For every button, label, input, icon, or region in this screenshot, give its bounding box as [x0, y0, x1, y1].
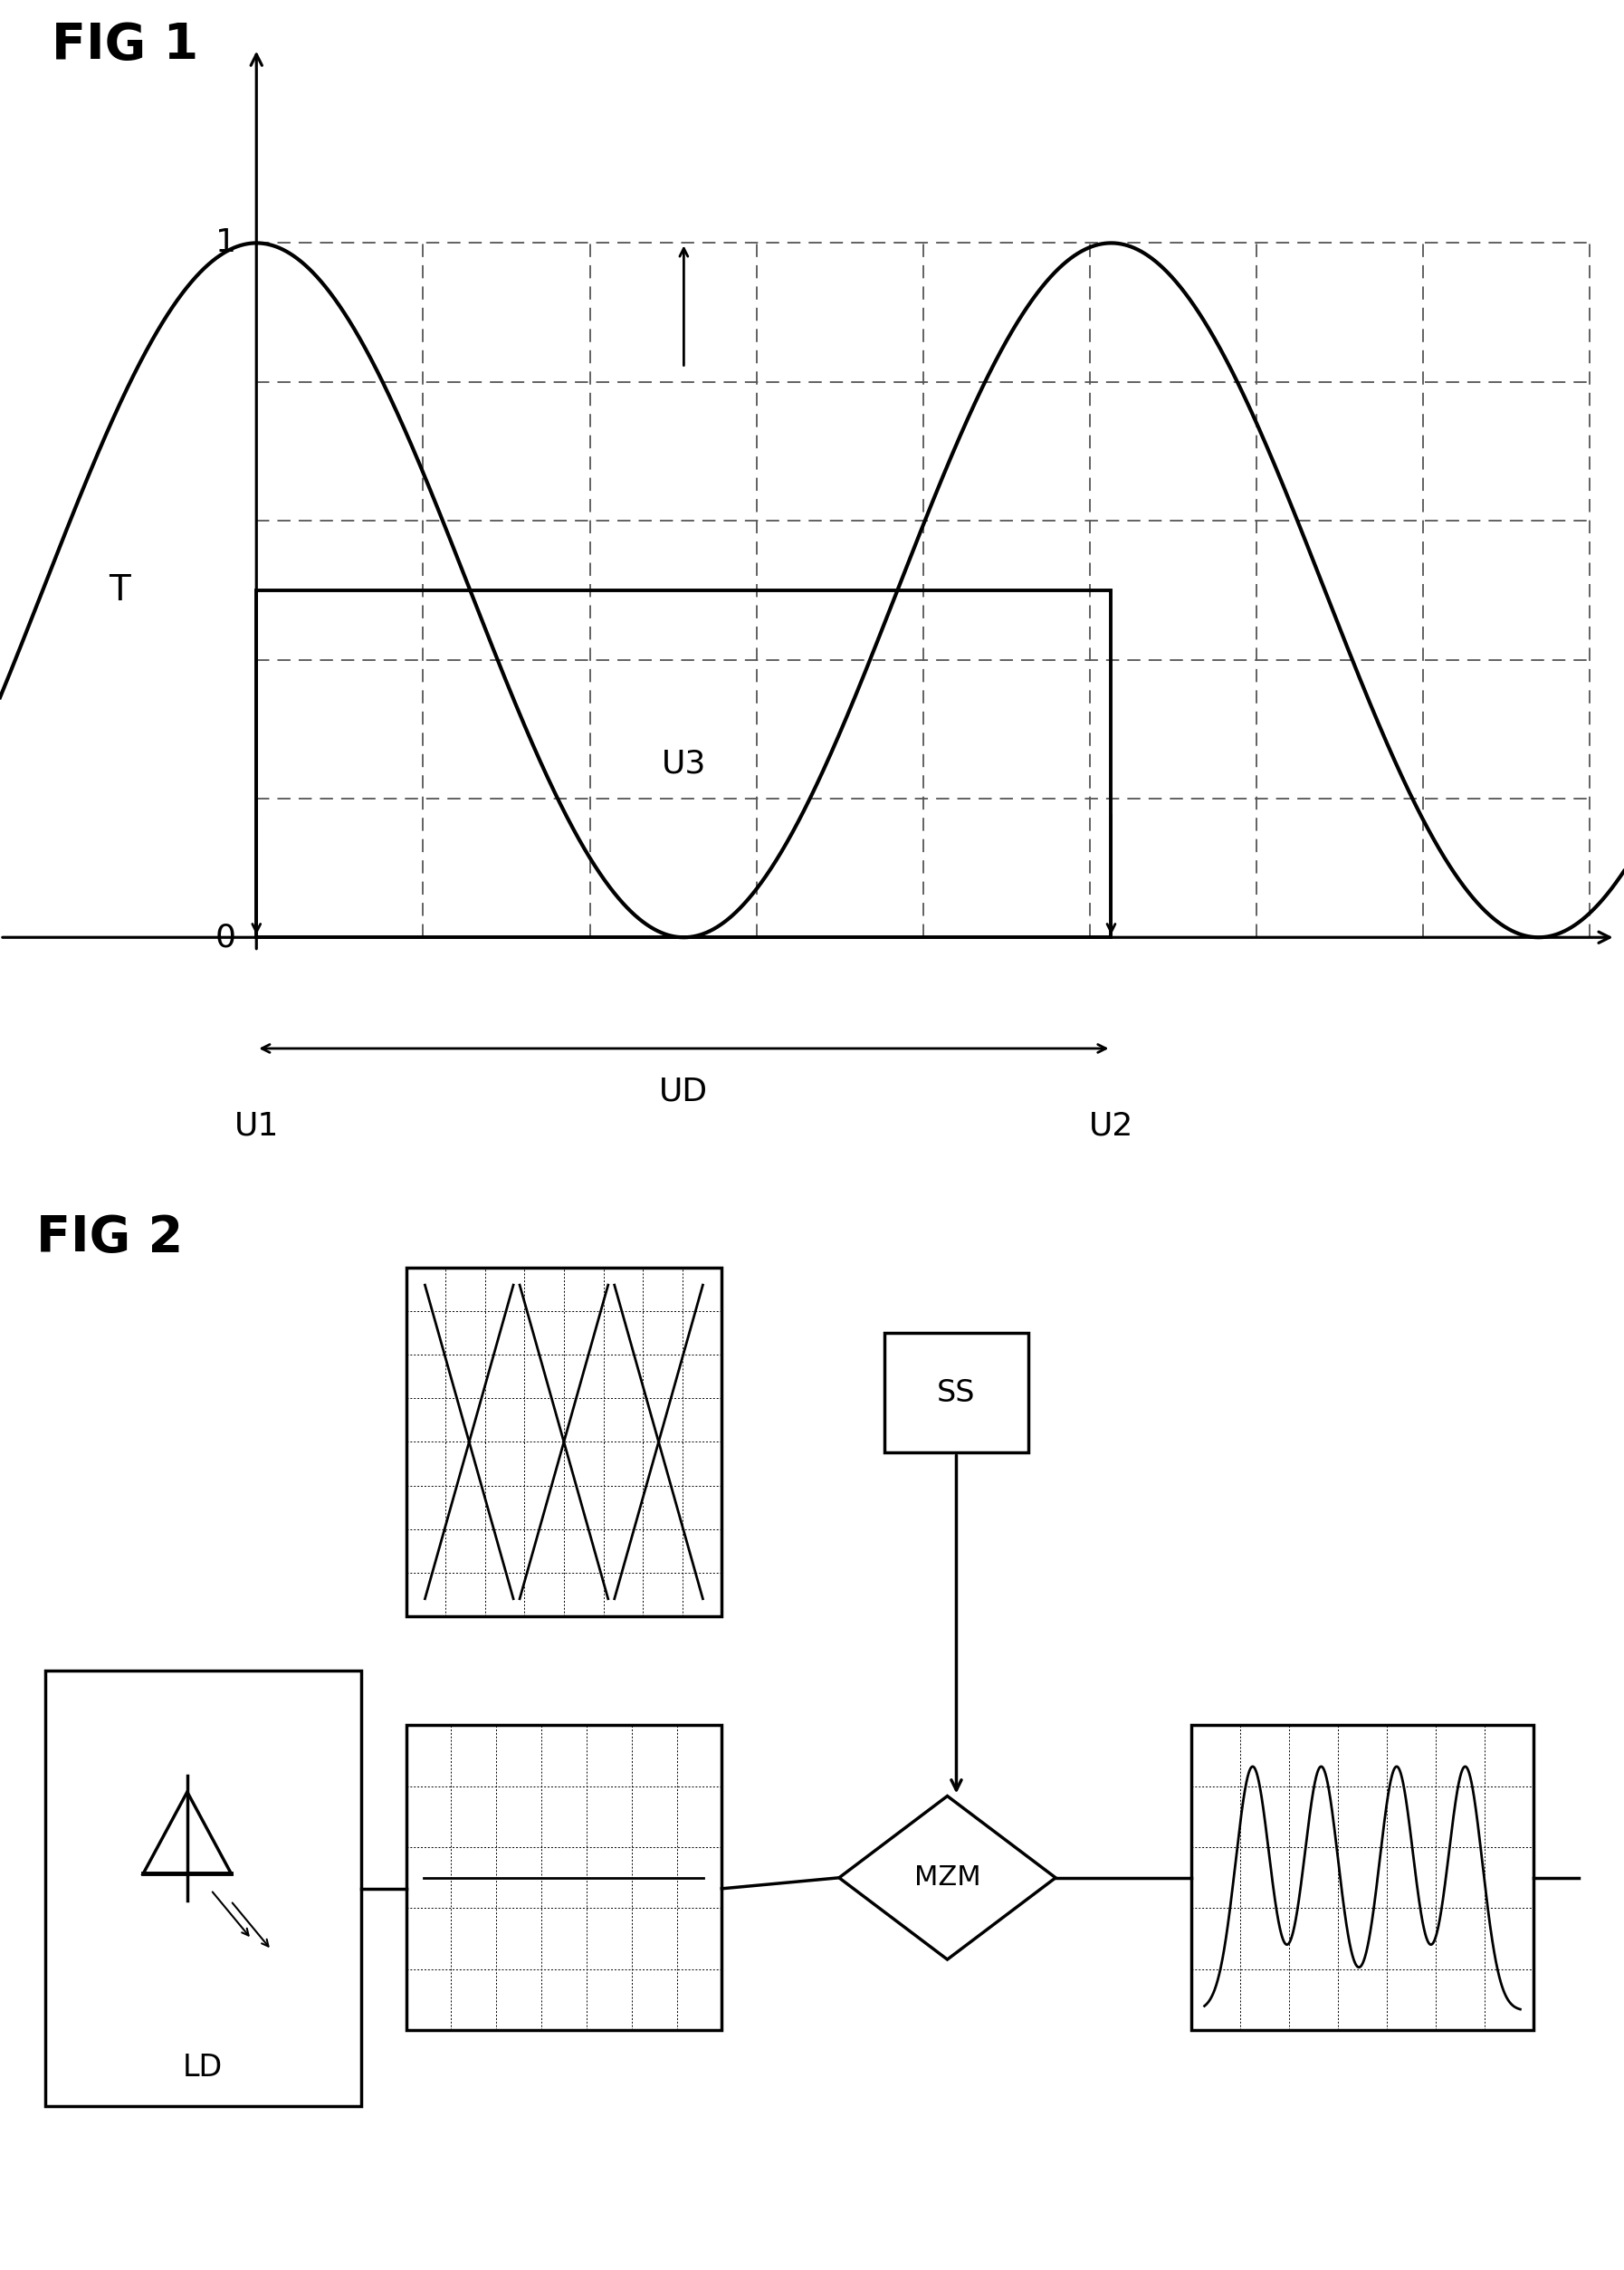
Bar: [406, 1725, 721, 2029]
Text: MZM: MZM: [914, 1864, 981, 1891]
Bar: [1190, 1725, 1533, 2029]
Bar: [883, 1332, 1028, 1453]
Text: LD: LD: [184, 2052, 222, 2082]
Bar: [45, 1671, 361, 2107]
Text: U2: U2: [1088, 1110, 1134, 1142]
Text: FIG 2: FIG 2: [36, 1212, 184, 1262]
Text: SS: SS: [937, 1378, 976, 1407]
Text: FIG 1: FIG 1: [52, 20, 198, 70]
Text: U3: U3: [661, 749, 706, 779]
Text: UD: UD: [659, 1076, 708, 1108]
Text: T: T: [109, 572, 130, 608]
Polygon shape: [840, 1796, 1056, 1959]
Text: 0: 0: [214, 922, 235, 953]
Bar: [257, 590, 1111, 938]
Text: 1: 1: [214, 227, 235, 259]
Bar: [406, 1267, 721, 1616]
Text: U1: U1: [234, 1110, 279, 1142]
Polygon shape: [143, 1791, 231, 1873]
